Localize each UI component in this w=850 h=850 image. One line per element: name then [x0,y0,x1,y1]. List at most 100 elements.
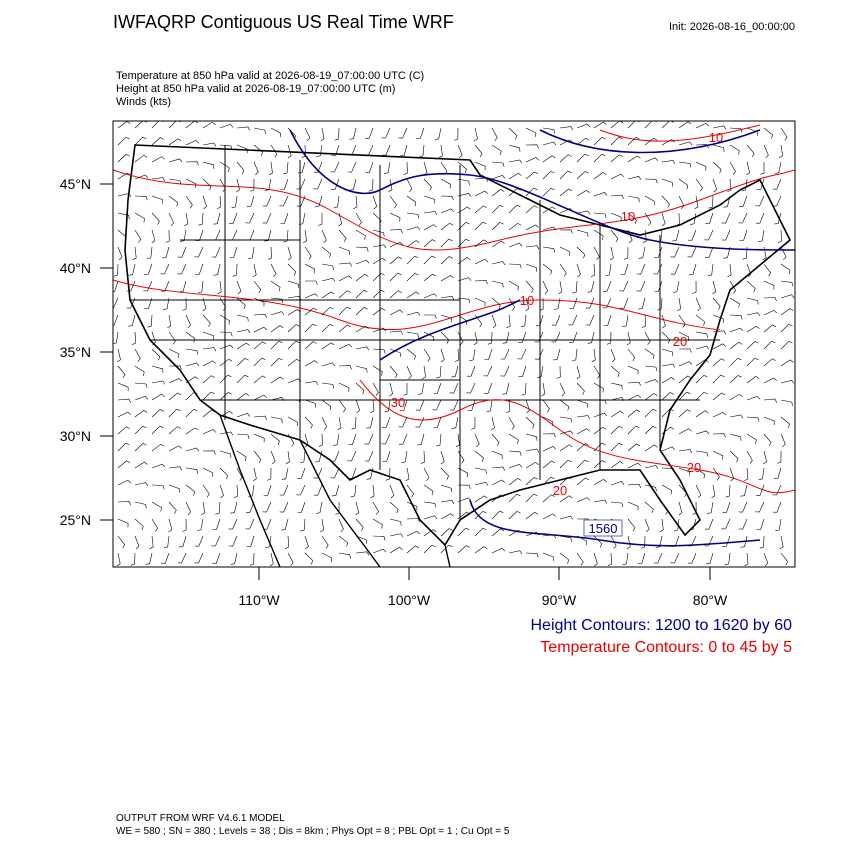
wind-barb [177,246,187,258]
wind-barb [338,324,352,333]
wind-barb [236,178,240,193]
wind-barb [217,280,222,295]
wind-barb [338,552,351,559]
wind-barb [132,331,137,345]
wind-barb [508,433,519,444]
wind-barb [270,263,277,278]
wind-barb [593,399,607,405]
wind-barb [525,448,540,453]
wind-barb [321,277,336,282]
wind-barb [321,535,329,549]
wind-barb [644,426,657,435]
temperature-label: 10 [709,130,723,145]
wind-barb [134,121,147,129]
wind-barb [708,195,714,209]
wind-barb [593,153,606,163]
wind-barb [202,331,214,340]
wind-barb [202,391,215,401]
wind-barb [331,178,340,190]
wind-barb [622,552,629,566]
wind-barb [372,348,386,354]
lat-labels: 45°N 40°N 35°N 30°N 25°N [60,176,91,528]
wind-barb [712,450,724,460]
wind-barb [151,393,165,401]
wind-barb [457,238,470,248]
wind-barb [500,348,510,360]
wind-barb [508,478,522,486]
wind-barb [236,280,242,295]
wind-barb [185,348,198,355]
wind-barb [644,501,654,514]
wind-barb [772,195,782,207]
wind-barb [185,484,196,496]
wind-barb [236,433,250,439]
wind-barb [245,518,255,530]
wind-barb [559,246,571,256]
wind-barb [593,552,598,567]
wind-barb [576,137,590,146]
wind-barb [246,229,255,241]
wind-barb [640,535,646,549]
wind-barb [253,326,268,333]
wind-barb [117,535,126,549]
wind-barb [576,477,590,486]
wind-barb [729,327,744,333]
wind-barb [474,239,488,248]
wind-barb [283,161,289,175]
wind-barb [559,126,574,131]
wind-barb [780,280,794,287]
wind-barb [372,257,386,265]
wind-barb [763,450,767,465]
wind-barb [134,482,149,487]
wind-barb [678,195,685,210]
wind-barb [602,297,612,309]
wind-barb [712,314,724,323]
temperature-label: 20 [673,334,687,349]
wind-barb [321,399,332,411]
wind-barb [423,544,436,554]
wind-barb [406,365,412,380]
wind-barb [644,137,658,146]
wind-barb [593,172,607,180]
wind-barb [518,331,527,343]
wind-barb [219,123,234,129]
wind-barb [270,376,284,384]
wind-barb [283,229,289,243]
wind-barb [196,518,204,531]
wind-barb [695,410,709,418]
map-frame [112,120,796,568]
wind-barb [195,263,204,275]
wind-barb [304,552,314,565]
wind-barb [576,399,588,408]
wind-barb [587,331,595,344]
wind-barb [185,427,199,435]
wind-barb [321,229,327,244]
wind-barb [606,331,612,345]
wind-barb [542,460,556,469]
wind-barb [576,246,586,259]
wind-barb [338,535,349,547]
contour-labels: 10 10 10 20 30 20 20 1560 [391,130,723,537]
wind-barb [491,494,504,503]
wind-barb [542,170,555,180]
wind-barb [712,161,722,174]
wind-barb [453,127,459,141]
wind-barb [253,415,267,420]
wind-barb [774,161,782,174]
wind-barb [758,229,765,242]
wind-barb [436,433,442,447]
wind-barb [151,348,161,361]
wind-barb [627,483,641,488]
wind-barb [474,297,486,307]
wind-barb [423,529,437,537]
wind-barb [610,212,622,222]
wind-barb [593,535,603,548]
wind-barb [627,462,642,469]
wind-barb [270,325,284,333]
wind-barb [593,382,604,393]
wind-barb [168,158,183,163]
wind-barb [593,365,601,379]
wind-barb [287,416,298,427]
wind-barb [729,144,740,155]
wind-barb [219,344,234,350]
